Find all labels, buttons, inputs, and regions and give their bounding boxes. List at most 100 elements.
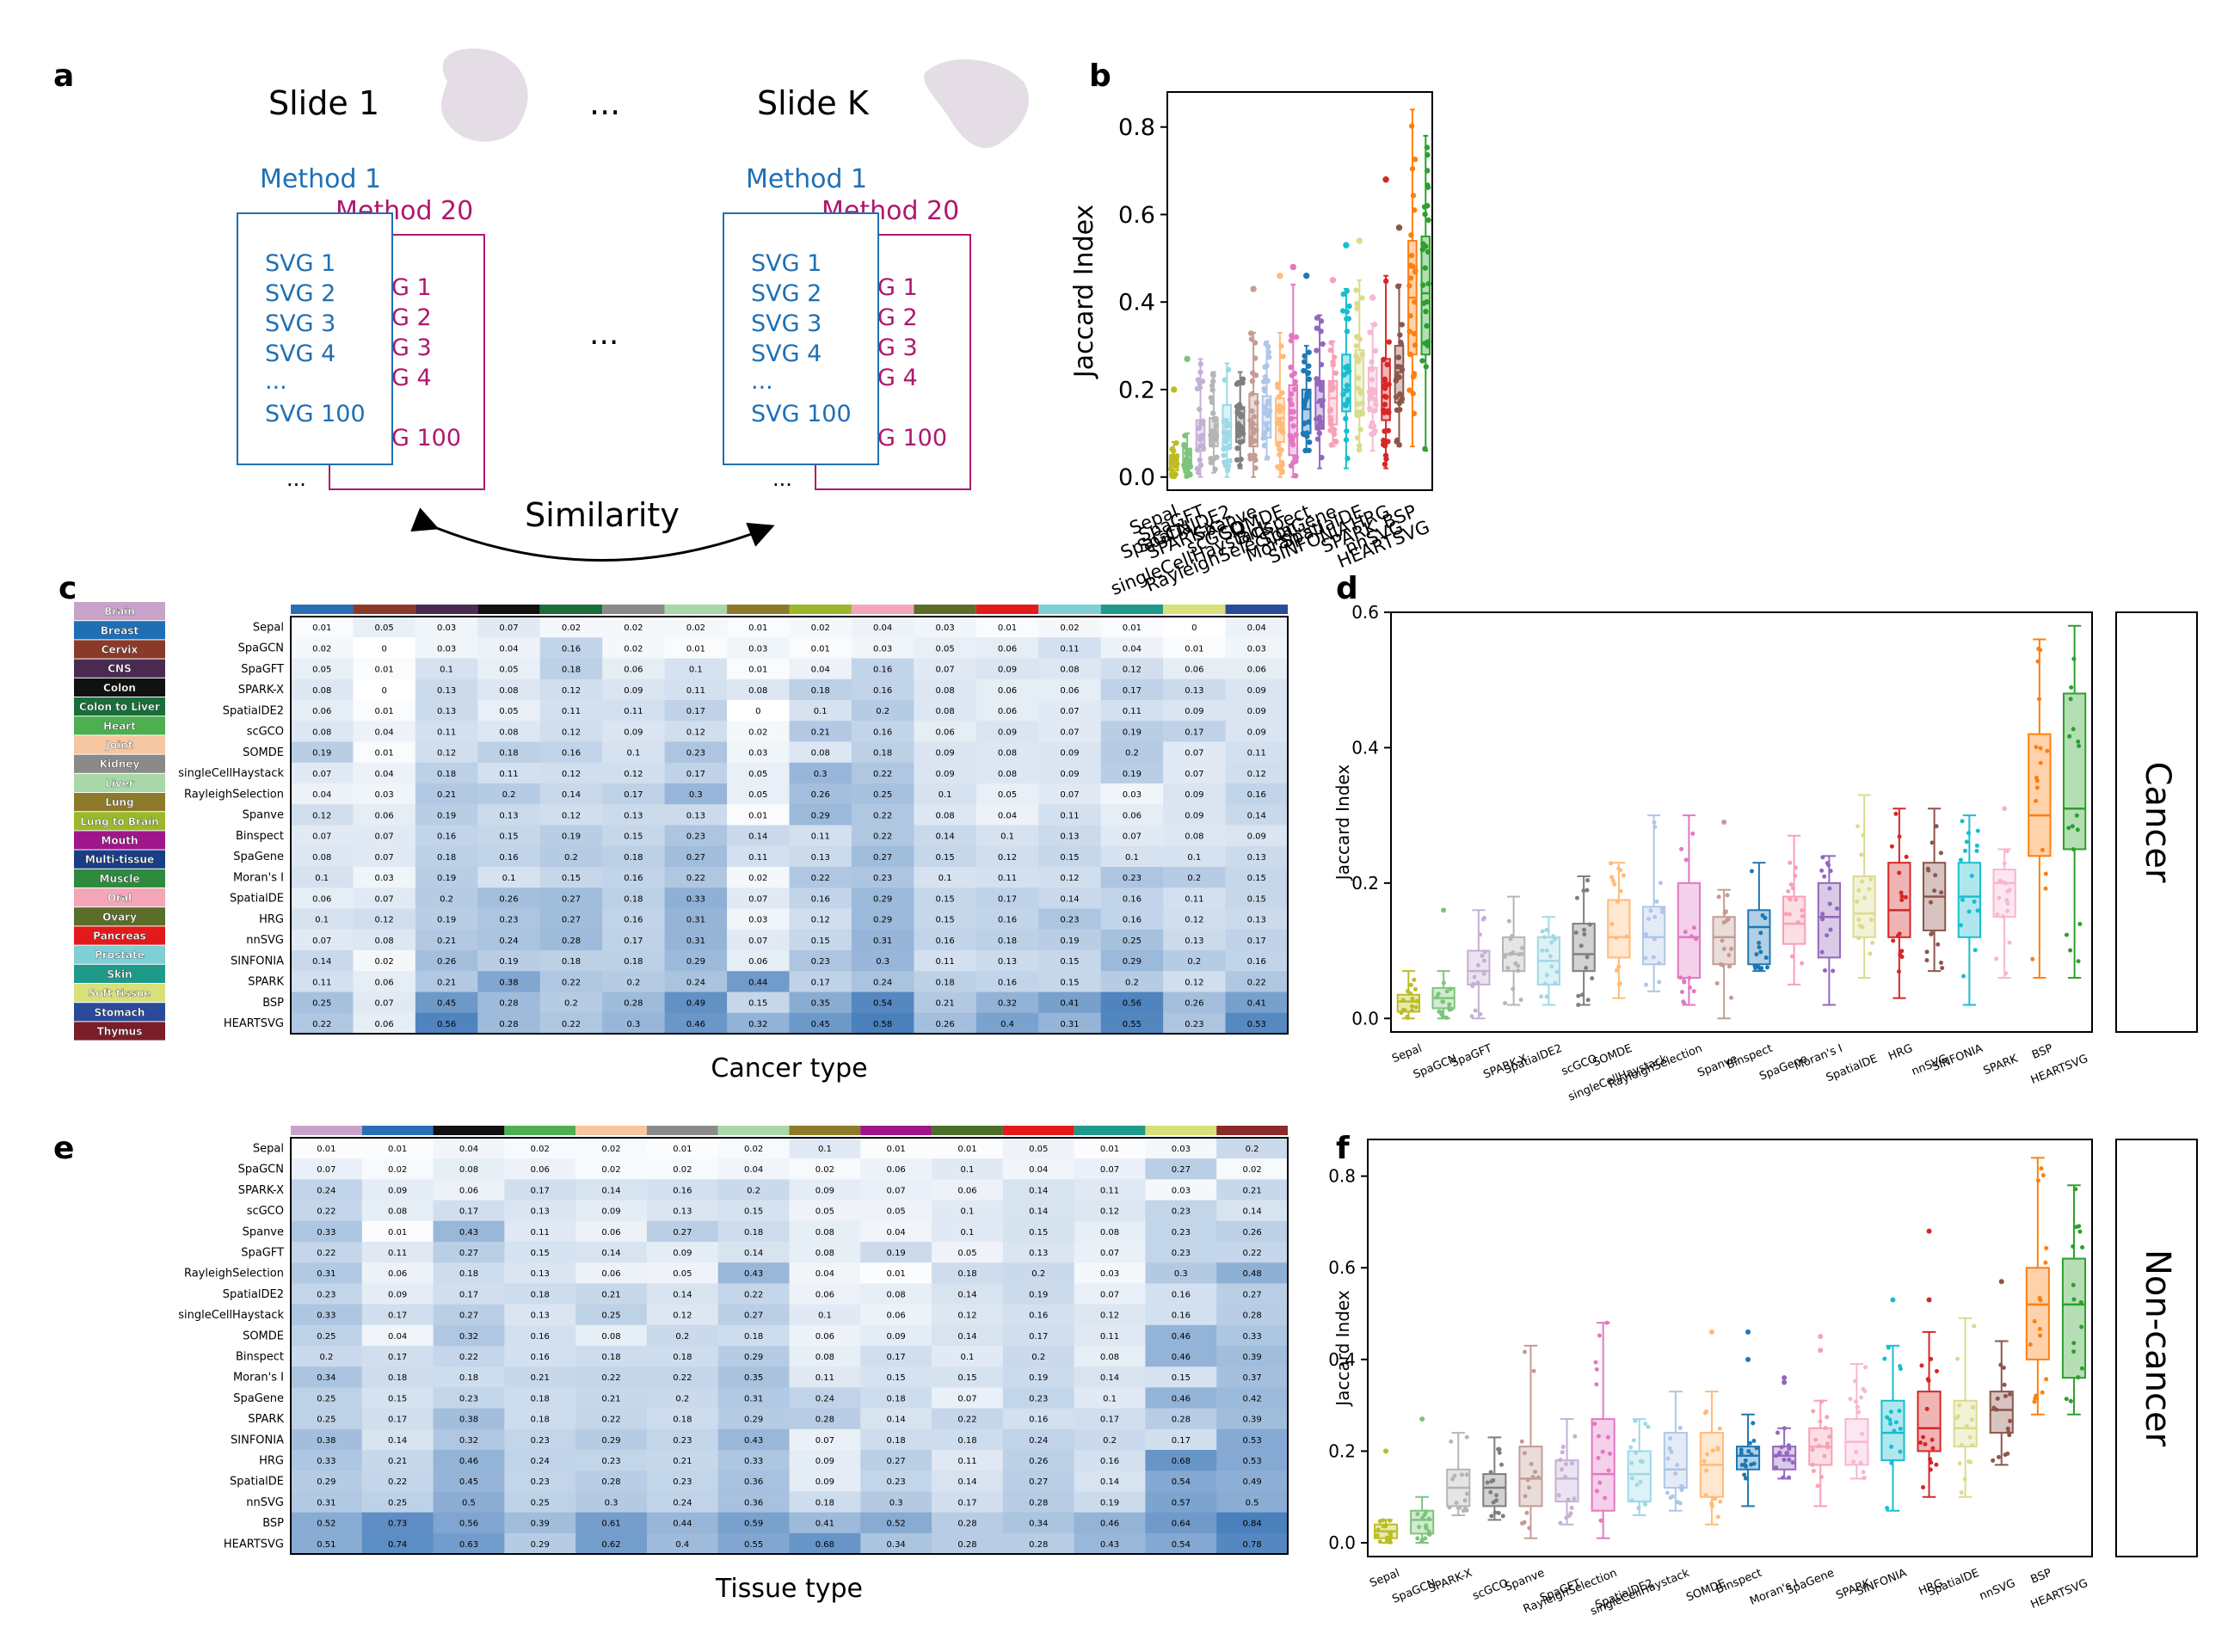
heatmap-cell bbox=[727, 1012, 790, 1035]
heatmap-cell bbox=[1225, 721, 1289, 742]
cell-value: 0.09 bbox=[1185, 790, 1203, 800]
data-point bbox=[1825, 1415, 1830, 1420]
cell-value: 0.17 bbox=[811, 978, 830, 987]
heatmap-cell bbox=[361, 1346, 434, 1367]
data-point bbox=[1252, 457, 1259, 464]
data-point bbox=[1332, 439, 1339, 445]
data-point bbox=[1314, 325, 1320, 331]
svg-item-k-1: SVG 1 bbox=[751, 250, 822, 277]
cell-value: 0.06 bbox=[312, 894, 331, 904]
heatmap-cell bbox=[789, 1512, 861, 1534]
cell-value: 0.23 bbox=[887, 1477, 906, 1487]
cell-value: 0.23 bbox=[1172, 1228, 1191, 1237]
data-point bbox=[1172, 454, 1178, 460]
cell-value: 0.26 bbox=[1029, 1457, 1048, 1466]
cell-value: 0.46 bbox=[1100, 1520, 1119, 1529]
data-point bbox=[1345, 455, 1351, 462]
data-point bbox=[1548, 954, 1553, 959]
heatmap-cell bbox=[860, 1346, 932, 1367]
heatmap-cell bbox=[433, 1408, 505, 1430]
data-point bbox=[2036, 697, 2041, 702]
data-point bbox=[1250, 370, 1256, 376]
box-iqr bbox=[1641, 906, 1666, 966]
box-iqr bbox=[1261, 395, 1272, 439]
category-label: Sepal bbox=[1127, 501, 1181, 538]
data-point bbox=[1182, 466, 1189, 473]
data-point bbox=[1182, 433, 1188, 439]
data-point bbox=[1923, 1441, 1928, 1446]
cell-value: 0.09 bbox=[998, 666, 1017, 675]
data-point bbox=[1995, 1396, 2000, 1401]
data-point bbox=[1862, 1476, 1867, 1481]
data-point bbox=[1464, 1508, 1469, 1513]
data-point bbox=[1764, 965, 1769, 970]
heatmap-cell bbox=[789, 1408, 861, 1430]
data-point bbox=[1357, 390, 1364, 396]
heatmap-cell bbox=[1038, 617, 1102, 638]
heatmap-cell bbox=[1074, 1450, 1146, 1471]
data-point bbox=[1516, 963, 1521, 968]
data-point bbox=[1480, 953, 1485, 958]
cell-value: 0.3 bbox=[1174, 1269, 1188, 1279]
data-point bbox=[1918, 1440, 1923, 1446]
side-label-box bbox=[2115, 1139, 2198, 1557]
data-point bbox=[1885, 1415, 1890, 1420]
data-point bbox=[1419, 1538, 1425, 1544]
cell-value: 0.15 bbox=[624, 832, 643, 842]
cell-value: 0.07 bbox=[312, 770, 331, 779]
data-point bbox=[1412, 977, 1417, 982]
tissue-shape-k bbox=[924, 58, 1029, 149]
data-point bbox=[1520, 1520, 1525, 1526]
data-point bbox=[1563, 1461, 1568, 1466]
heatmap-cell bbox=[860, 1532, 932, 1555]
cell-value: 0.32 bbox=[459, 1332, 478, 1342]
heatmap-cell bbox=[433, 1138, 505, 1159]
heatmap-cell bbox=[361, 1450, 434, 1471]
cell-value: 0.02 bbox=[562, 623, 581, 633]
cell-value: 0.03 bbox=[1123, 790, 1142, 800]
heatmap-cell bbox=[860, 1283, 932, 1305]
heatmap-cell bbox=[646, 1346, 719, 1367]
heatmap-cell bbox=[1216, 1158, 1289, 1180]
data-point bbox=[1409, 123, 1415, 129]
heatmap-cell bbox=[664, 783, 728, 805]
heatmap-cell bbox=[361, 1304, 434, 1326]
box-iqr bbox=[1394, 345, 1405, 404]
heatmap-cell bbox=[860, 1200, 932, 1222]
heatmap-cell bbox=[1038, 950, 1102, 972]
cell-value: 0.38 bbox=[459, 1416, 478, 1425]
data-point bbox=[1425, 342, 1431, 349]
data-point bbox=[1531, 1368, 1536, 1373]
y-tick-label: 0.2 bbox=[1351, 873, 1379, 894]
legend-label: Joint bbox=[105, 739, 132, 751]
data-point bbox=[1888, 1409, 1893, 1415]
cell-value: 0.33 bbox=[744, 1457, 763, 1466]
y-tick-label: 0.6 bbox=[1328, 1257, 1356, 1278]
data-point bbox=[1549, 964, 1554, 969]
legend-label: Brain bbox=[104, 605, 135, 617]
data-point bbox=[1346, 303, 1352, 310]
heatmap-cell bbox=[1145, 1471, 1217, 1492]
cell-value: 0.14 bbox=[957, 1290, 976, 1299]
data-point bbox=[1223, 431, 1229, 437]
heatmap-cell bbox=[291, 783, 354, 805]
data-point bbox=[1743, 1458, 1748, 1463]
data-point bbox=[1470, 984, 1475, 989]
cell-value: 0.56 bbox=[437, 1020, 456, 1029]
data-point bbox=[1522, 1520, 1527, 1525]
heatmap-cell bbox=[717, 1262, 790, 1284]
data-point bbox=[1394, 364, 1400, 370]
data-point bbox=[1554, 969, 1560, 974]
cell-value: 0.19 bbox=[499, 957, 518, 967]
heatmap-cell bbox=[789, 679, 852, 701]
x-axis-label: Tissue type bbox=[715, 1574, 863, 1604]
data-point bbox=[1682, 980, 1687, 985]
data-point bbox=[1410, 997, 1415, 1002]
cell-value: 0.01 bbox=[748, 623, 767, 633]
heatmap-cell bbox=[717, 1408, 790, 1430]
heatmap-cell bbox=[1163, 617, 1227, 638]
cell-value: 0.07 bbox=[375, 832, 394, 842]
data-point bbox=[1262, 374, 1269, 380]
heatmap-cell bbox=[291, 804, 354, 826]
data-point bbox=[1340, 372, 1347, 378]
